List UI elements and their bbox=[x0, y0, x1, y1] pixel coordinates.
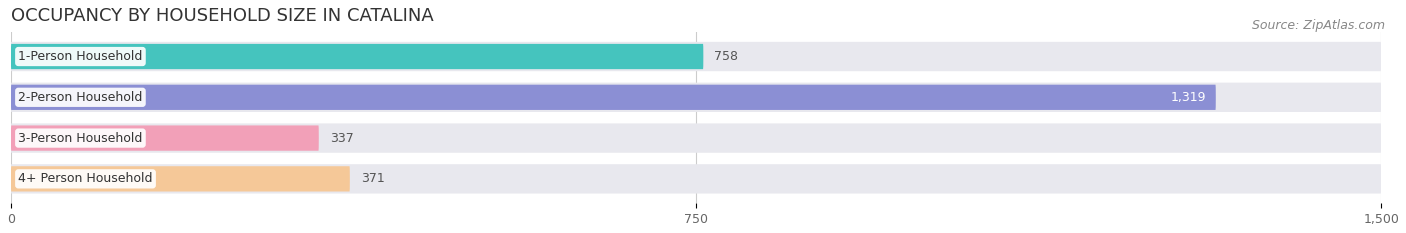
Text: 337: 337 bbox=[330, 132, 353, 145]
Text: 758: 758 bbox=[714, 50, 738, 63]
FancyBboxPatch shape bbox=[11, 83, 1381, 112]
Text: 371: 371 bbox=[361, 172, 385, 185]
Text: 2-Person Household: 2-Person Household bbox=[18, 91, 142, 104]
Text: 4+ Person Household: 4+ Person Household bbox=[18, 172, 153, 185]
Text: 3-Person Household: 3-Person Household bbox=[18, 132, 142, 145]
Text: 1-Person Household: 1-Person Household bbox=[18, 50, 142, 63]
Text: Source: ZipAtlas.com: Source: ZipAtlas.com bbox=[1251, 19, 1385, 32]
FancyBboxPatch shape bbox=[11, 85, 1216, 110]
FancyBboxPatch shape bbox=[11, 44, 703, 69]
FancyBboxPatch shape bbox=[11, 42, 1381, 71]
Text: OCCUPANCY BY HOUSEHOLD SIZE IN CATALINA: OCCUPANCY BY HOUSEHOLD SIZE IN CATALINA bbox=[11, 7, 433, 25]
FancyBboxPatch shape bbox=[11, 164, 1381, 194]
FancyBboxPatch shape bbox=[11, 166, 350, 192]
FancyBboxPatch shape bbox=[11, 123, 1381, 153]
FancyBboxPatch shape bbox=[11, 125, 319, 151]
Text: 1,319: 1,319 bbox=[1171, 91, 1206, 104]
